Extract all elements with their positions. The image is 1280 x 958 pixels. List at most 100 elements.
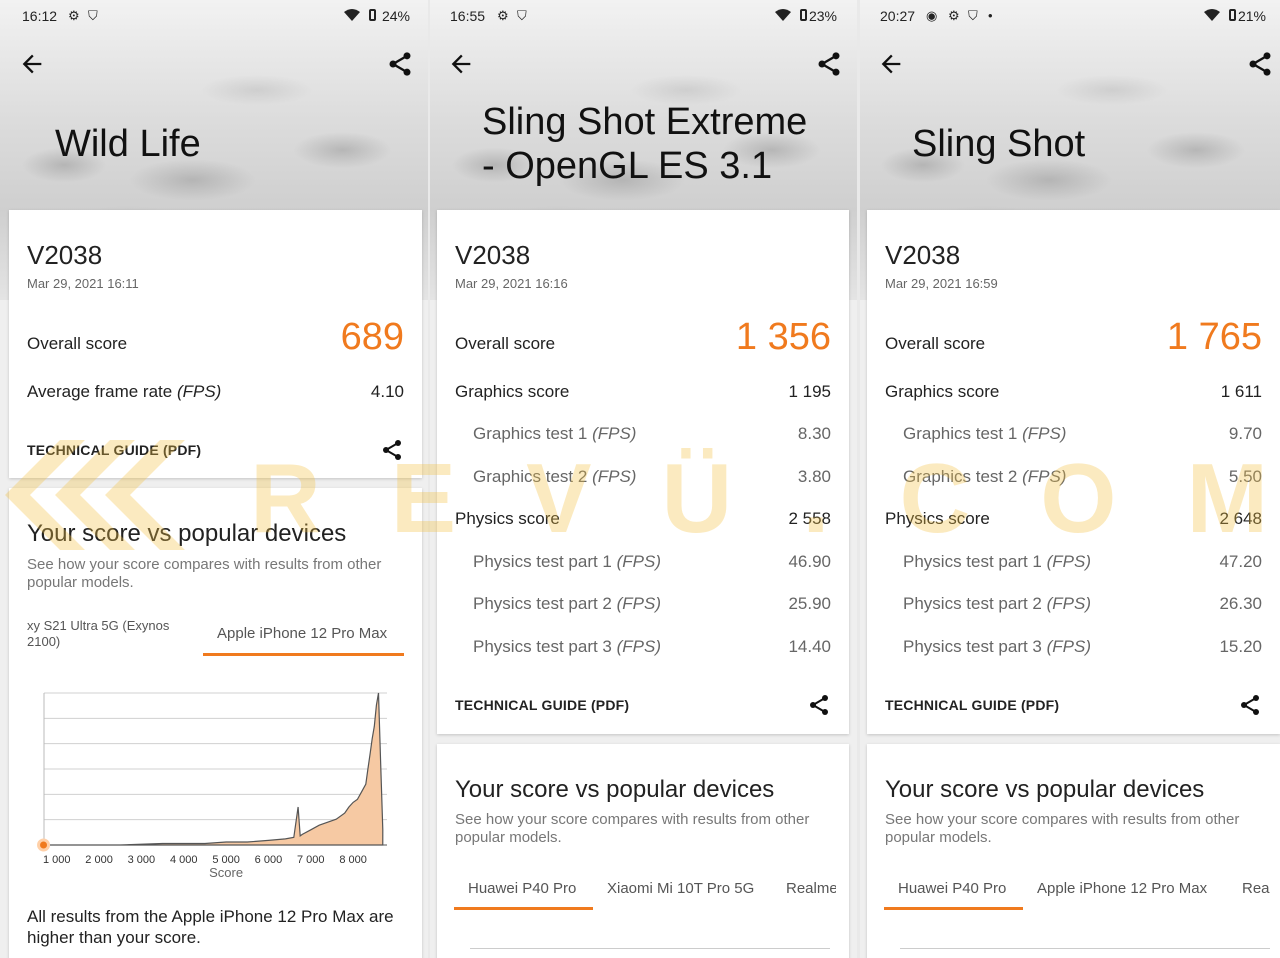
shield-icon: ⛉ [88, 8, 98, 23]
technical-guide-link[interactable]: TECHNICAL GUIDE (PDF) [885, 697, 1060, 713]
active-tab-indicator [454, 907, 593, 910]
x-tick-label: 5 000 [212, 854, 240, 866]
fps-unit: (FPS) [616, 552, 662, 571]
device-name: V2038 [27, 240, 103, 270]
physics-test-2-row: Physics test part 2 (FPS) 25.90 [455, 594, 831, 624]
x-tick-label: 2 000 [85, 854, 113, 866]
graphics-score-value: 1 611 [1220, 382, 1262, 401]
graphics-test-1-row: Graphics test 1 (FPS) 8.30 [455, 424, 831, 454]
tab-huawei-p40-pro[interactable]: Huawei P40 Pro [898, 880, 1007, 897]
back-arrow-icon[interactable] [18, 50, 46, 78]
graphics-test-2-label: Graphics test 2 [903, 467, 1018, 486]
comparison-description: See how your score compares with results… [27, 556, 382, 591]
share-icon[interactable] [807, 693, 831, 717]
tab-iphone-12-pro-max[interactable]: Apple iPhone 12 Pro Max [1037, 880, 1208, 897]
result-date: Mar 29, 2021 16:16 [455, 276, 568, 291]
tab-iphone-12-pro-max[interactable]: Apple iPhone 12 Pro Max [217, 625, 388, 642]
panel-wild-life: 16:12 ⚙ ⛉ 24% Wild Life V2038 Mar 29, 20… [0, 0, 428, 958]
physics-score-label: Physics score [455, 509, 560, 528]
tab-realme[interactable]: Rea [1242, 880, 1270, 897]
wifi-icon [344, 9, 360, 21]
fps-unit: (FPS) [616, 594, 662, 613]
graphics-score-row: Graphics score 1 195 [455, 382, 831, 412]
wifi-icon [1204, 9, 1220, 21]
settings-icon: ⚙ [497, 8, 509, 23]
fps-unit: (FPS) [616, 637, 662, 656]
device-name: V2038 [885, 240, 961, 270]
overall-score-label: Overall score [885, 334, 986, 353]
active-tab-indicator [884, 907, 1023, 910]
comparison-card: Your score vs popular devices See how yo… [867, 744, 1280, 958]
physics-test-3-label: Physics test part 3 [903, 637, 1042, 656]
physics-score-value: 2 558 [788, 509, 831, 528]
physics-score-row: Physics score 2 558 [455, 509, 831, 539]
fps-unit: (FPS) [592, 467, 637, 486]
graphics-test-1-row: Graphics test 1 (FPS) 9.70 [885, 424, 1262, 454]
result-card: V2038 Mar 29, 2021 16:11 Overall score 6… [9, 210, 422, 478]
eye-icon: ◉ [926, 8, 938, 23]
back-arrow-icon[interactable] [447, 50, 475, 78]
physics-test-3-row: Physics test part 3 (FPS) 14.40 [455, 637, 831, 667]
battery-icon [1229, 9, 1236, 21]
comparison-footer: All results from the Apple iPhone 12 Pro… [27, 907, 394, 947]
physics-test-3-row: Physics test part 3 (FPS) 15.20 [885, 637, 1262, 667]
physics-test-1-value: 46.90 [788, 552, 831, 571]
fps-label: Average frame rate [27, 382, 173, 401]
battery-level: 23% [808, 8, 837, 24]
back-arrow-icon[interactable] [877, 50, 905, 78]
panel-sling-shot: 20:27 ◉ ⚙ ⛉ • 21% Sling Shot V2038 Mar 2… [860, 0, 1280, 958]
x-axis-label: Score [209, 865, 243, 880]
physics-test-2-value: 25.90 [788, 594, 831, 613]
share-icon[interactable] [1246, 50, 1274, 78]
physics-test-1-label: Physics test part 1 [473, 552, 612, 571]
settings-icon: ⚙ [68, 8, 80, 23]
technical-guide-link[interactable]: TECHNICAL GUIDE (PDF) [455, 697, 630, 713]
graphics-test-2-row: Graphics test 2 (FPS) 3.80 [455, 467, 831, 497]
battery-icon [800, 9, 807, 21]
battery-icon [369, 9, 376, 21]
tab-xiaomi-mi-10t-pro[interactable]: Xiaomi Mi 10T Pro 5G [607, 880, 755, 897]
fps-value: 4.10 [370, 382, 404, 401]
status-time: 16:55 [450, 8, 486, 24]
settings-icon: ⚙ [948, 8, 960, 23]
technical-guide-link[interactable]: TECHNICAL GUIDE (PDF) [27, 442, 202, 458]
comparison-title: Your score vs popular devices [455, 776, 775, 803]
physics-test-1-label: Physics test part 1 [903, 552, 1042, 571]
benchmark-title: Wild Life [55, 123, 201, 165]
x-tick-label: 3 000 [128, 854, 156, 866]
share-icon[interactable] [815, 50, 843, 78]
overall-score-value: 1 356 [735, 316, 831, 358]
physics-test-2-row: Physics test part 2 (FPS) 26.30 [885, 594, 1262, 624]
fps-unit: (FPS) [176, 382, 222, 401]
share-icon[interactable] [386, 50, 414, 78]
status-bar: 16:55 ⚙ ⛉ 23% [430, 0, 857, 32]
graphics-test-2-label: Graphics test 2 [473, 467, 588, 486]
physics-test-3-value: 14.40 [788, 637, 831, 656]
result-card: V2038 Mar 29, 2021 16:16 Overall score 1… [437, 210, 849, 734]
graphics-test-2-value: 5.50 [1228, 467, 1262, 486]
graphics-score-row: Graphics score 1 611 [885, 382, 1262, 412]
x-tick-label: 8 000 [339, 854, 367, 866]
physics-score-value: 2 648 [1219, 509, 1262, 528]
share-icon[interactable] [1238, 693, 1262, 717]
wifi-icon [775, 9, 791, 21]
status-bar: 20:27 ◉ ⚙ ⛉ • 21% [860, 0, 1280, 32]
result-date: Mar 29, 2021 16:59 [885, 276, 998, 291]
fps-unit: (FPS) [1046, 637, 1092, 656]
comparison-card: Your score vs popular devices See how yo… [9, 488, 422, 958]
fps-unit: (FPS) [1046, 552, 1092, 571]
graphics-test-1-label: Graphics test 1 [903, 424, 1018, 443]
tab-huawei-p40-pro[interactable]: Huawei P40 Pro [468, 880, 577, 897]
share-icon[interactable] [380, 438, 404, 462]
score-distribution-chart: 1 000 2 000 3 000 4 000 5 000 6 000 7 000 8 000… [37, 692, 387, 880]
graphics-score-value: 1 195 [788, 382, 831, 401]
physics-score-label: Physics score [885, 509, 990, 528]
tab-realme[interactable]: Realme [786, 880, 836, 897]
tab-galaxy-s21-ultra[interactable]: xy S21 Ultra 5G (Exynos 2100) [27, 618, 170, 649]
graphics-test-2-row: Graphics test 2 (FPS) 5.50 [885, 467, 1262, 497]
fps-unit: (FPS) [1022, 424, 1067, 443]
physics-test-2-label: Physics test part 2 [473, 594, 612, 613]
device-name: V2038 [455, 240, 531, 270]
physics-test-3-value: 15.20 [1219, 637, 1262, 656]
overall-score-label: Overall score [27, 334, 128, 353]
